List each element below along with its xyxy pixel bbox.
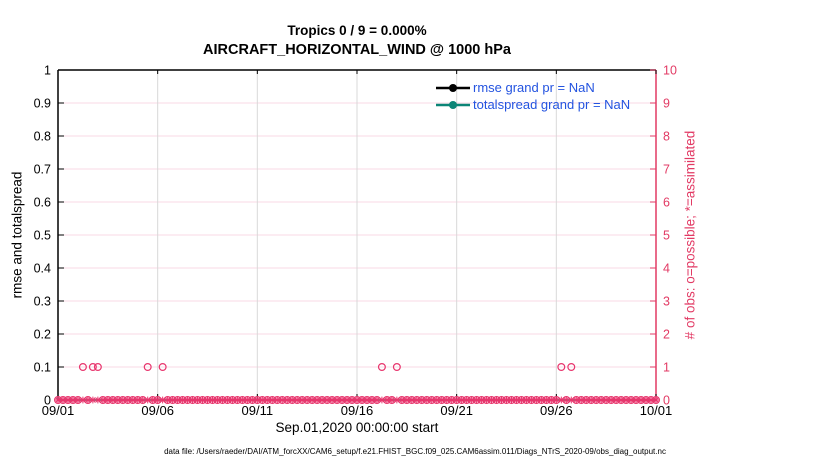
x-tick-label: 09/16 bbox=[341, 403, 374, 418]
x-tick-label: 09/26 bbox=[540, 403, 573, 418]
left-tick-label: 0.4 bbox=[34, 262, 51, 276]
ast-arm bbox=[139, 397, 146, 403]
ticks: 00.10.20.30.40.50.60.70.80.9101234567891… bbox=[34, 64, 677, 419]
possible-marker bbox=[88, 363, 97, 372]
possible-marker bbox=[392, 363, 401, 372]
legend-label-rmse: rmse grand pr = NaN bbox=[473, 80, 595, 95]
left-tick-label: 0 bbox=[44, 394, 51, 408]
legend-item-rmse: rmse grand pr = NaN bbox=[436, 79, 630, 96]
possible-marker bbox=[567, 363, 576, 372]
ast-arm bbox=[75, 397, 81, 403]
possible-marker bbox=[158, 363, 167, 372]
gridlines bbox=[58, 70, 656, 400]
ast-arm bbox=[90, 397, 96, 403]
right-tick-label: 0 bbox=[663, 394, 670, 408]
legend-label-totalspread: totalspread grand pr = NaN bbox=[473, 97, 631, 112]
left-tick-label: 0.8 bbox=[34, 130, 51, 144]
right-tick-label: 8 bbox=[663, 130, 670, 144]
title-line1: Tropics 0 / 9 = 0.000% bbox=[287, 23, 427, 38]
x-tick-label: 10/01 bbox=[640, 403, 673, 418]
left-tick-label: 0.1 bbox=[34, 361, 51, 375]
ast-arm bbox=[553, 397, 560, 403]
ast-arm bbox=[563, 397, 570, 403]
right-tick-label: 9 bbox=[663, 97, 670, 111]
ast-arm bbox=[653, 397, 659, 403]
title-line2: AIRCRAFT_HORIZONTAL_WIND @ 1000 hPa bbox=[203, 42, 511, 58]
left-tick-label: 1 bbox=[44, 64, 51, 78]
right-tick-label: 3 bbox=[663, 295, 670, 309]
assimilated-marker bbox=[652, 396, 660, 404]
right-tick-label: 10 bbox=[663, 64, 677, 78]
left-tick-label: 0.5 bbox=[34, 229, 51, 243]
left-tick-label: 0.6 bbox=[34, 196, 51, 210]
left-tick-label: 0.2 bbox=[34, 328, 51, 342]
left-tick-label: 0.7 bbox=[34, 163, 51, 177]
totalspread-line-marker-icon bbox=[436, 99, 470, 111]
right-axis-label: # of obs: o=possible; *=assimilated bbox=[682, 130, 698, 340]
obs-markers bbox=[53, 363, 660, 405]
data-file-path: data file: /Users/raeder/DAI/ATM_forcXX/… bbox=[164, 447, 666, 456]
right-tick-label: 4 bbox=[663, 262, 670, 276]
rmse-line-marker-icon bbox=[436, 82, 470, 94]
possible-marker bbox=[93, 363, 102, 372]
x-axis-label: Sep.01,2020 00:00:00 start bbox=[275, 420, 439, 435]
plot-title: Tropics 0 / 9 = 0.000% AIRCRAFT_HORIZONT… bbox=[58, 23, 656, 59]
left-tick-label: 0.3 bbox=[34, 295, 51, 309]
left-tick-label: 0.9 bbox=[34, 97, 51, 111]
legend-item-totalspread: totalspread grand pr = NaN bbox=[436, 96, 630, 113]
ast-arm bbox=[154, 397, 161, 403]
left-axis-label: rmse and totalspread bbox=[9, 171, 25, 299]
x-tick-label: 09/01 bbox=[42, 403, 75, 418]
possible-marker bbox=[557, 363, 566, 372]
possible-marker bbox=[143, 363, 152, 372]
possible-marker bbox=[377, 363, 386, 372]
right-tick-label: 6 bbox=[663, 196, 670, 210]
right-tick-label: 2 bbox=[663, 328, 670, 342]
possible-marker bbox=[651, 396, 660, 405]
x-tick-label: 09/11 bbox=[242, 403, 274, 418]
x-tick-label: 09/21 bbox=[440, 403, 473, 418]
right-tick-label: 5 bbox=[663, 229, 670, 243]
possible-marker bbox=[78, 363, 87, 372]
right-tick-label: 7 bbox=[663, 163, 670, 177]
legend: rmse grand pr = NaN totalspread grand pr… bbox=[436, 79, 630, 113]
ast-arm bbox=[389, 397, 395, 403]
ast-arm bbox=[85, 397, 91, 403]
right-tick-label: 1 bbox=[663, 361, 670, 375]
x-tick-label: 09/06 bbox=[141, 403, 174, 418]
ast-arm bbox=[374, 397, 380, 403]
